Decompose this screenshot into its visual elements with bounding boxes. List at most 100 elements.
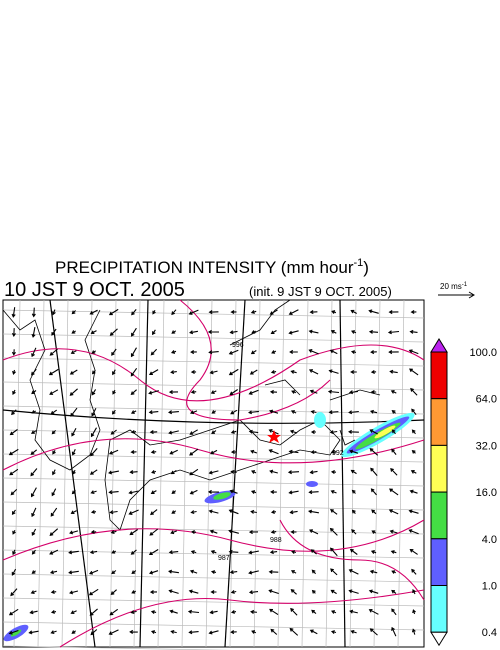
wind-arrow bbox=[409, 329, 418, 334]
wind-arrow bbox=[168, 569, 179, 574]
wind-arrow bbox=[90, 330, 97, 335]
wind-arrow bbox=[70, 510, 77, 515]
wind-arrow bbox=[108, 470, 119, 475]
wind-arrow bbox=[90, 509, 97, 514]
wind-arrow bbox=[269, 469, 278, 474]
grid-line bbox=[2, 333, 425, 343]
colorbar-box bbox=[430, 538, 448, 586]
wind-arrow bbox=[31, 570, 36, 574]
wind-arrow bbox=[71, 330, 76, 334]
wind-arrow bbox=[50, 589, 57, 595]
coastline bbox=[2, 299, 381, 531]
wind-arrow bbox=[248, 570, 259, 575]
wind-arrow bbox=[130, 347, 137, 358]
wind-arrow bbox=[110, 530, 117, 535]
wind-arrow bbox=[190, 389, 197, 395]
wind-arrow bbox=[168, 410, 179, 415]
wind-arrow bbox=[330, 449, 337, 454]
wind-arrow bbox=[270, 509, 277, 515]
wind-arrow bbox=[211, 430, 217, 435]
wind-arrow bbox=[109, 328, 118, 336]
wind-arrow bbox=[390, 390, 397, 394]
wind-arrow bbox=[188, 589, 199, 594]
wind-arrow bbox=[290, 588, 297, 595]
wind-arrow bbox=[189, 330, 198, 335]
grid-line bbox=[397, 299, 405, 648]
wind-arrow bbox=[289, 349, 298, 354]
wind-arrow bbox=[409, 368, 419, 376]
grid-line bbox=[2, 381, 425, 391]
wind-arrow bbox=[251, 630, 257, 634]
wind-arrow bbox=[370, 350, 377, 355]
wind-arrow bbox=[189, 410, 198, 415]
wind-arrow bbox=[310, 409, 317, 414]
wind-arrow bbox=[370, 467, 378, 476]
wind-arrow bbox=[290, 369, 297, 374]
wind-arrow bbox=[131, 590, 137, 594]
wind-arrow bbox=[12, 549, 16, 556]
wind-arrow bbox=[208, 470, 219, 475]
wind-arrow bbox=[370, 550, 377, 554]
grid-line bbox=[2, 501, 425, 511]
wind-arrow bbox=[71, 490, 76, 495]
wind-arrow bbox=[189, 489, 198, 495]
wind-arrow bbox=[30, 487, 37, 498]
wind-arrow bbox=[168, 390, 179, 395]
wind-arrow bbox=[171, 510, 177, 514]
wind-arrow bbox=[350, 370, 357, 374]
wind-arrow bbox=[89, 309, 98, 315]
wind-arrow bbox=[71, 630, 77, 634]
grid-line bbox=[61, 299, 69, 648]
precipitation bbox=[3, 412, 415, 642]
major-grid bbox=[2, 299, 425, 648]
wind-arrow bbox=[108, 629, 119, 635]
wind-arrow bbox=[128, 490, 139, 495]
wind-arrow bbox=[11, 409, 17, 416]
wind-arrow bbox=[248, 410, 259, 415]
wind-arrow bbox=[49, 389, 59, 395]
wind-arrow bbox=[10, 588, 18, 597]
colorbar-over bbox=[430, 338, 448, 353]
wind-arrow bbox=[248, 550, 259, 555]
wind-arrow bbox=[190, 550, 197, 554]
wind-arrow bbox=[287, 470, 300, 475]
wind-arrow bbox=[388, 310, 399, 315]
colorbar-label: 100.0 bbox=[469, 347, 497, 359]
wind-arrow bbox=[149, 528, 159, 536]
wind-arrow bbox=[268, 409, 279, 414]
wind-arrow bbox=[111, 348, 117, 356]
wind-arrow bbox=[391, 448, 397, 455]
wind-arrow bbox=[31, 549, 36, 555]
colorbar-label: 4.0 bbox=[482, 534, 497, 546]
wind-arrow bbox=[389, 529, 398, 534]
wind-arrow bbox=[209, 529, 218, 534]
wind-arrow bbox=[308, 490, 319, 495]
wind-arrow bbox=[91, 408, 97, 417]
wind-arrow bbox=[49, 549, 59, 555]
wind-arrow bbox=[230, 409, 238, 415]
grid-line bbox=[2, 645, 232, 650]
wind-arrow bbox=[271, 350, 277, 354]
wind-arrow bbox=[370, 488, 377, 496]
wind-vectors bbox=[8, 307, 419, 637]
wind-arrow bbox=[148, 549, 159, 556]
wind-arrow bbox=[148, 369, 159, 375]
wind-arrow bbox=[369, 569, 378, 574]
wind-arrow bbox=[69, 590, 79, 595]
wind-arrow bbox=[228, 529, 239, 534]
wind-arrow bbox=[209, 610, 218, 615]
wind-arrow bbox=[330, 568, 338, 576]
wind-arrow bbox=[310, 549, 317, 555]
wind-arrow bbox=[229, 389, 239, 396]
wind-arrow bbox=[69, 369, 78, 375]
wind-arrow bbox=[150, 630, 157, 634]
wind-arrow bbox=[130, 389, 137, 395]
wind-arrow bbox=[71, 449, 76, 456]
wind-arrow bbox=[189, 448, 199, 456]
wind-arrow bbox=[170, 629, 177, 634]
wind-arrow bbox=[229, 570, 238, 575]
wind-arrow bbox=[268, 449, 279, 455]
wind-arrow bbox=[170, 350, 177, 354]
wind-arrow bbox=[309, 629, 318, 635]
wind-arrow bbox=[128, 509, 139, 515]
